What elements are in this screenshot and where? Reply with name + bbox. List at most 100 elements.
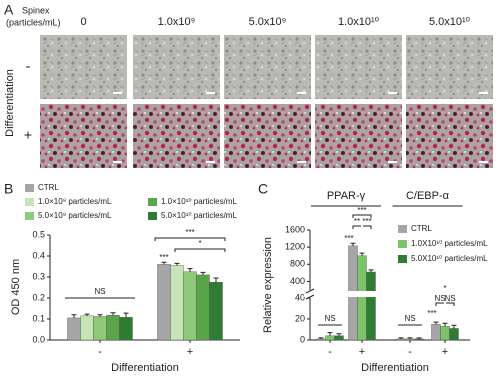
bar — [106, 315, 120, 341]
y-tick-label: 0.5 — [32, 229, 45, 239]
micrograph — [224, 35, 311, 99]
micrograph — [315, 104, 402, 168]
error-bar — [174, 262, 180, 266]
column-header: 1.0x10⁹ — [158, 16, 196, 28]
legend-label: 1.0×10¹⁰ particles/mL — [161, 197, 237, 206]
column-header: 5.0x10⁹ — [249, 16, 287, 28]
bar — [334, 335, 344, 341]
bar — [449, 328, 459, 341]
bar — [440, 326, 450, 341]
micrograph — [406, 35, 493, 99]
bar — [357, 255, 367, 341]
significance-label: NS — [94, 287, 105, 296]
legend-swatch — [25, 212, 34, 220]
error-bar — [123, 312, 129, 318]
significance-label: NS — [404, 314, 415, 323]
bracket — [352, 214, 372, 218]
bracket — [435, 302, 455, 306]
bracket — [154, 237, 226, 241]
legend-swatch — [25, 184, 34, 192]
row-title: Differentiation — [4, 69, 16, 137]
y-axis-label: Relative expression — [262, 237, 274, 333]
bar — [431, 324, 441, 341]
panel-a-title: (particles/mL) — [6, 17, 61, 27]
bar — [183, 271, 197, 341]
legend-label: 1.0X10¹⁰ particles/mL — [411, 239, 488, 248]
column-header: 5.0x10¹⁰ — [429, 16, 471, 28]
break-mark — [305, 288, 315, 294]
legend-swatch — [398, 255, 407, 263]
legend-swatch — [398, 225, 407, 233]
x-tick-label: + — [359, 346, 365, 358]
legend-label: 5.0×10⁹ particles/mL — [38, 211, 112, 220]
row-label: - — [26, 58, 31, 74]
micrograph — [40, 35, 127, 99]
significance-label: *** — [344, 234, 353, 243]
legend-swatch — [148, 198, 157, 206]
bar — [67, 317, 81, 341]
x-tick-label: - — [328, 346, 332, 358]
error-bar — [350, 242, 356, 246]
panel-label: B — [4, 181, 13, 197]
group-title: C/EBP-α — [406, 190, 450, 202]
error-bar — [97, 314, 103, 317]
bar — [366, 271, 376, 341]
significance-label: NS — [434, 294, 445, 303]
y-tick-label: 20 — [295, 313, 305, 323]
micrograph — [224, 104, 311, 168]
legend-label: CTRL — [38, 183, 59, 192]
error-bar — [451, 324, 457, 329]
y-axis-label: OD 450 nm — [10, 259, 22, 315]
error-bar — [161, 261, 167, 265]
legend-label: 5.0×10¹⁰ particles/mL — [161, 211, 237, 220]
break-mark — [305, 294, 315, 300]
bar — [325, 335, 335, 341]
x-tick-label: - — [408, 346, 412, 358]
error-bar — [200, 271, 206, 275]
y-tick-label: 0.3 — [32, 271, 45, 281]
y-tick-label: 0.1 — [32, 313, 45, 323]
error-bar — [416, 337, 422, 339]
error-bar — [213, 277, 219, 283]
significance-label: ** — [354, 217, 360, 226]
column-header: 0 — [80, 16, 86, 28]
panel-label: A — [4, 2, 14, 18]
x-axis-label: Differentiation — [111, 362, 179, 374]
bar — [209, 282, 223, 341]
significance-label: NS — [444, 294, 455, 303]
y-tick-label: 0.0 — [32, 334, 45, 344]
legend-swatch — [148, 212, 157, 220]
bar — [119, 317, 133, 341]
bar — [93, 316, 107, 341]
micrograph — [406, 104, 493, 168]
x-axis-label: Differentiation — [361, 362, 429, 374]
legend-swatch — [398, 240, 407, 248]
significance-label: * — [198, 239, 201, 248]
bar — [157, 264, 171, 341]
micrograph — [315, 35, 402, 99]
bar — [196, 274, 210, 341]
significance-label: NS — [324, 314, 335, 323]
panel-a-title: Spinex — [22, 5, 50, 15]
error-bar — [327, 332, 333, 336]
error-bar — [398, 337, 404, 339]
micrograph — [40, 104, 127, 168]
error-bar — [433, 321, 439, 325]
bar — [316, 338, 326, 341]
bar — [405, 338, 415, 341]
error-bar — [84, 313, 90, 316]
y-tick-label: 1200 — [285, 242, 305, 252]
error-bar — [110, 312, 116, 316]
bar — [414, 338, 424, 341]
x-tick-label: + — [187, 346, 193, 358]
error-bar — [71, 314, 77, 318]
x-tick-label: + — [442, 346, 448, 358]
error-bar — [368, 269, 374, 272]
bracket — [352, 225, 372, 229]
bracket — [174, 248, 226, 252]
micrograph — [133, 35, 220, 99]
column-header: 1.0x10¹⁰ — [338, 16, 380, 28]
panel-label: C — [258, 181, 268, 197]
significance-label: *** — [357, 206, 366, 215]
